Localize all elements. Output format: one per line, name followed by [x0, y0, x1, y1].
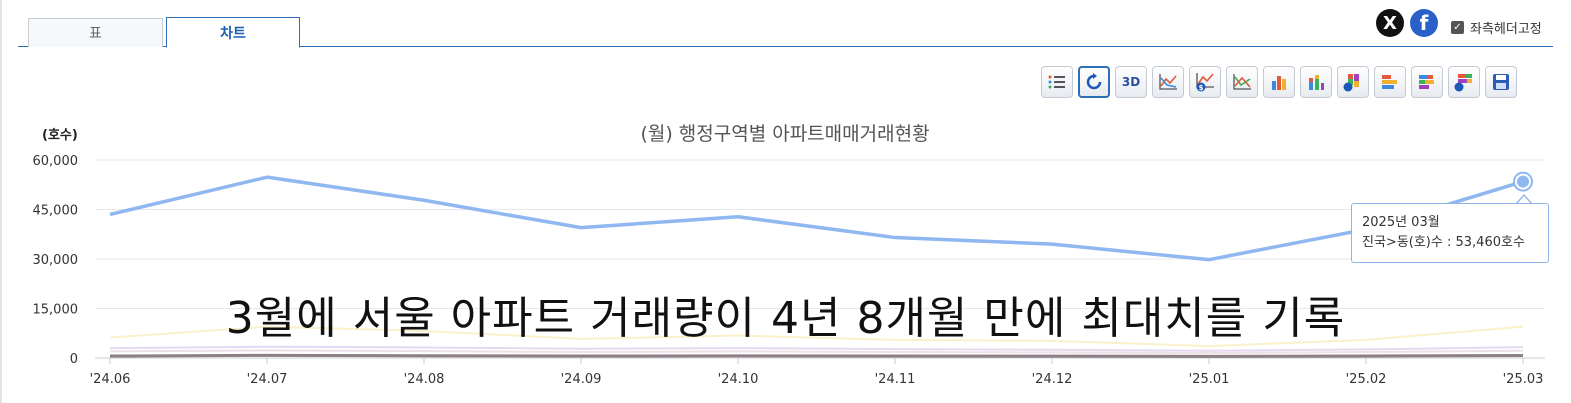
- facebook-share-button[interactable]: f: [1410, 9, 1438, 37]
- 3d-toggle-button[interactable]: 3D: [1115, 66, 1147, 98]
- stacked-bar-button[interactable]: [1300, 66, 1332, 98]
- line-chart-icon: [1159, 74, 1177, 90]
- line-chart-alt-button[interactable]: [1226, 66, 1258, 98]
- save-button[interactable]: [1485, 66, 1517, 98]
- horizontal-stacked-percent-icon: [1454, 74, 1472, 92]
- x-tick-label: '25.02: [1346, 372, 1387, 387]
- y-tick-label: 0: [70, 352, 78, 367]
- fix-header-toggle[interactable]: ✓ 좌측헤더고정: [1451, 18, 1542, 37]
- tooltip-unit: 호수: [1501, 235, 1525, 250]
- checkbox-checked-icon[interactable]: ✓: [1451, 21, 1464, 34]
- chart-title: (월) 행정구역별 아파트매매거래현황: [640, 123, 929, 145]
- line-chart-dollar-icon: $: [1196, 73, 1214, 92]
- bar-chart-icon: [1272, 76, 1286, 90]
- tooltip-value: 53,460: [1455, 235, 1502, 250]
- 3d-icon: 3D: [1121, 75, 1141, 89]
- facebook-icon: f: [1419, 11, 1429, 35]
- series-line-2: [109, 325, 1524, 348]
- highlight-point[interactable]: [1517, 175, 1529, 188]
- chart-toolbar: 3D $: [1041, 66, 1517, 98]
- bar-chart-button[interactable]: [1263, 66, 1295, 98]
- series-line-4: [109, 349, 1524, 355]
- x-tick-label: '24.07: [247, 372, 288, 387]
- overlay-caption: 3월에 서울 아파트 거래량이 4년 8개월 만에 최대치를 기록: [225, 293, 1346, 344]
- line-chart-alt-icon: [1233, 74, 1251, 90]
- x-tick-label: '24.10: [718, 372, 759, 387]
- x-tick-label: '24.11: [875, 372, 916, 387]
- tooltip-date: 2025년 03월: [1362, 215, 1440, 230]
- tab-chart[interactable]: 차트: [166, 17, 300, 48]
- horizontal-stacked-bar-button[interactable]: [1411, 66, 1443, 98]
- refresh-button[interactable]: [1078, 66, 1110, 98]
- stacked-bar-percent-button[interactable]: [1337, 66, 1369, 98]
- series-line-3: [109, 345, 1524, 352]
- x-tick-label: '25.03: [1503, 372, 1544, 387]
- fix-header-label: 좌측헤더고정: [1470, 22, 1542, 37]
- x-share-button[interactable]: X: [1376, 9, 1404, 37]
- tooltip-series: 진국>동(호)수: [1362, 235, 1443, 250]
- data-tooltip: 2025년 03월 진국>동(호)수 : 53,460호수: [1351, 203, 1549, 263]
- tooltip-value-row: 진국>동(호)수 : 53,460호수: [1362, 233, 1538, 253]
- stacked-bar-icon: [1309, 75, 1324, 90]
- list-icon: [1048, 75, 1065, 89]
- tooltip-separator: :: [1442, 235, 1456, 250]
- y-tick-label: 60,000: [33, 154, 79, 169]
- tab-bar: 표 차트: [18, 14, 1553, 48]
- x-tick-label: '24.06: [90, 372, 131, 387]
- y-tick-label: 45,000: [33, 204, 79, 219]
- tab-underline: [18, 46, 1553, 47]
- list-view-button[interactable]: [1041, 66, 1073, 98]
- stacked-bar-percent-icon: [1343, 74, 1359, 92]
- y-tick-label: 15,000: [33, 303, 79, 318]
- x-tick-label: '24.08: [404, 372, 445, 387]
- series-line-5: [109, 353, 1524, 358]
- horizontal-bar-button[interactable]: [1374, 66, 1406, 98]
- refresh-icon: [1086, 73, 1102, 90]
- y-tick-label: 30,000: [33, 253, 79, 268]
- horizontal-stacked-percent-button[interactable]: [1448, 66, 1480, 98]
- x-icon: X: [1383, 12, 1397, 34]
- page-left-border: [0, 0, 2, 403]
- x-tick-label: '24.09: [561, 372, 602, 387]
- line-chart-button[interactable]: [1152, 66, 1184, 98]
- tab-table[interactable]: 표: [28, 18, 163, 47]
- line-chart-dollar-button[interactable]: $: [1189, 66, 1221, 98]
- horizontal-bar-icon: [1382, 75, 1397, 89]
- y-axis-label: (호수): [42, 128, 78, 143]
- horizontal-stacked-bar-icon: [1419, 75, 1434, 89]
- line-chart: (월) 행정구역별 아파트매매거래현황 (호수) 0 15,000 30,000 45…: [33, 123, 1545, 387]
- tooltip-arrow-fill: [1517, 196, 1531, 204]
- save-icon: [1493, 74, 1509, 90]
- x-tick-label: '24.12: [1032, 372, 1073, 387]
- series-line-1: [109, 175, 1524, 262]
- x-tick-label: '25.01: [1189, 372, 1230, 387]
- svg-text:$: $: [1199, 84, 1204, 92]
